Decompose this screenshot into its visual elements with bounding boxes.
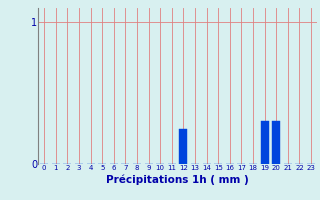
Bar [272,121,280,164]
Bar [179,129,188,164]
Bar [260,121,269,164]
X-axis label: Précipitations 1h ( mm ): Précipitations 1h ( mm ) [106,174,249,185]
